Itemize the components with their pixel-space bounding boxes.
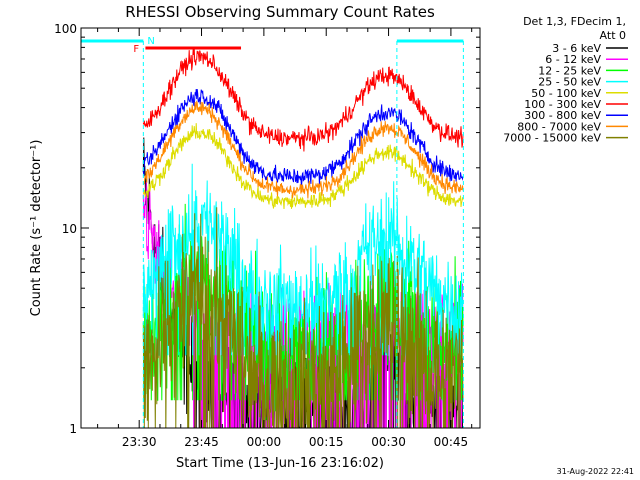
- y-tick-label: 10: [62, 222, 77, 236]
- chart-title: RHESSI Observing Summary Count Rates: [125, 3, 435, 21]
- legend-entry-4: 50 - 100 keV: [531, 87, 601, 100]
- series-line-3: [142, 163, 464, 356]
- y-axis-label: Count Rate (s⁻¹ detector⁻¹): [29, 140, 44, 317]
- generation-timestamp: 31-Aug-2022 22:41: [557, 467, 634, 476]
- y-tick-label: 100: [54, 22, 77, 36]
- legend-entry-2: 12 - 25 keV: [538, 64, 601, 77]
- flare-flag-label: F: [133, 44, 139, 55]
- x-tick-label: 00:00: [247, 435, 282, 449]
- x-tick-label: 23:45: [184, 435, 219, 449]
- series-line-5: [142, 47, 464, 152]
- legend-entry-3: 25 - 50 keV: [538, 76, 601, 89]
- night-flag-label: N: [147, 36, 154, 47]
- legend-entry-7: 800 - 7000 keV: [517, 120, 601, 133]
- series-line-7: [142, 100, 464, 199]
- x-tick-label: 00:45: [434, 435, 469, 449]
- x-tick-label: 00:15: [309, 435, 344, 449]
- legend-entry-8: 7000 - 15000 keV: [503, 132, 601, 145]
- legend-header-line-1: Det 1,3, FDecim 1,: [523, 15, 626, 28]
- x-tick-label: 23:30: [122, 435, 157, 449]
- x-axis-label: Start Time (13-Jun-16 23:16:02): [176, 456, 384, 471]
- legend-entry-6: 300 - 800 keV: [524, 109, 601, 122]
- legend-entry-5: 100 - 300 keV: [524, 98, 601, 111]
- y-axis: 1 10 100: [54, 22, 480, 436]
- series-line-6: [142, 89, 464, 188]
- y-tick-label: 1: [69, 422, 77, 436]
- legend-header-line-2: Att 0: [600, 29, 626, 42]
- series-layer: [142, 47, 464, 428]
- legend-entry-1: 6 - 12 keV: [545, 53, 601, 66]
- legend-entry-0: 3 - 6 keV: [552, 42, 601, 55]
- series-line-8: [142, 207, 464, 428]
- x-tick-label: 00:30: [371, 435, 406, 449]
- x-axis: 23:30 23:45 00:00 00:15 00:30 00:45: [97, 28, 473, 449]
- series-line-4: [142, 123, 464, 210]
